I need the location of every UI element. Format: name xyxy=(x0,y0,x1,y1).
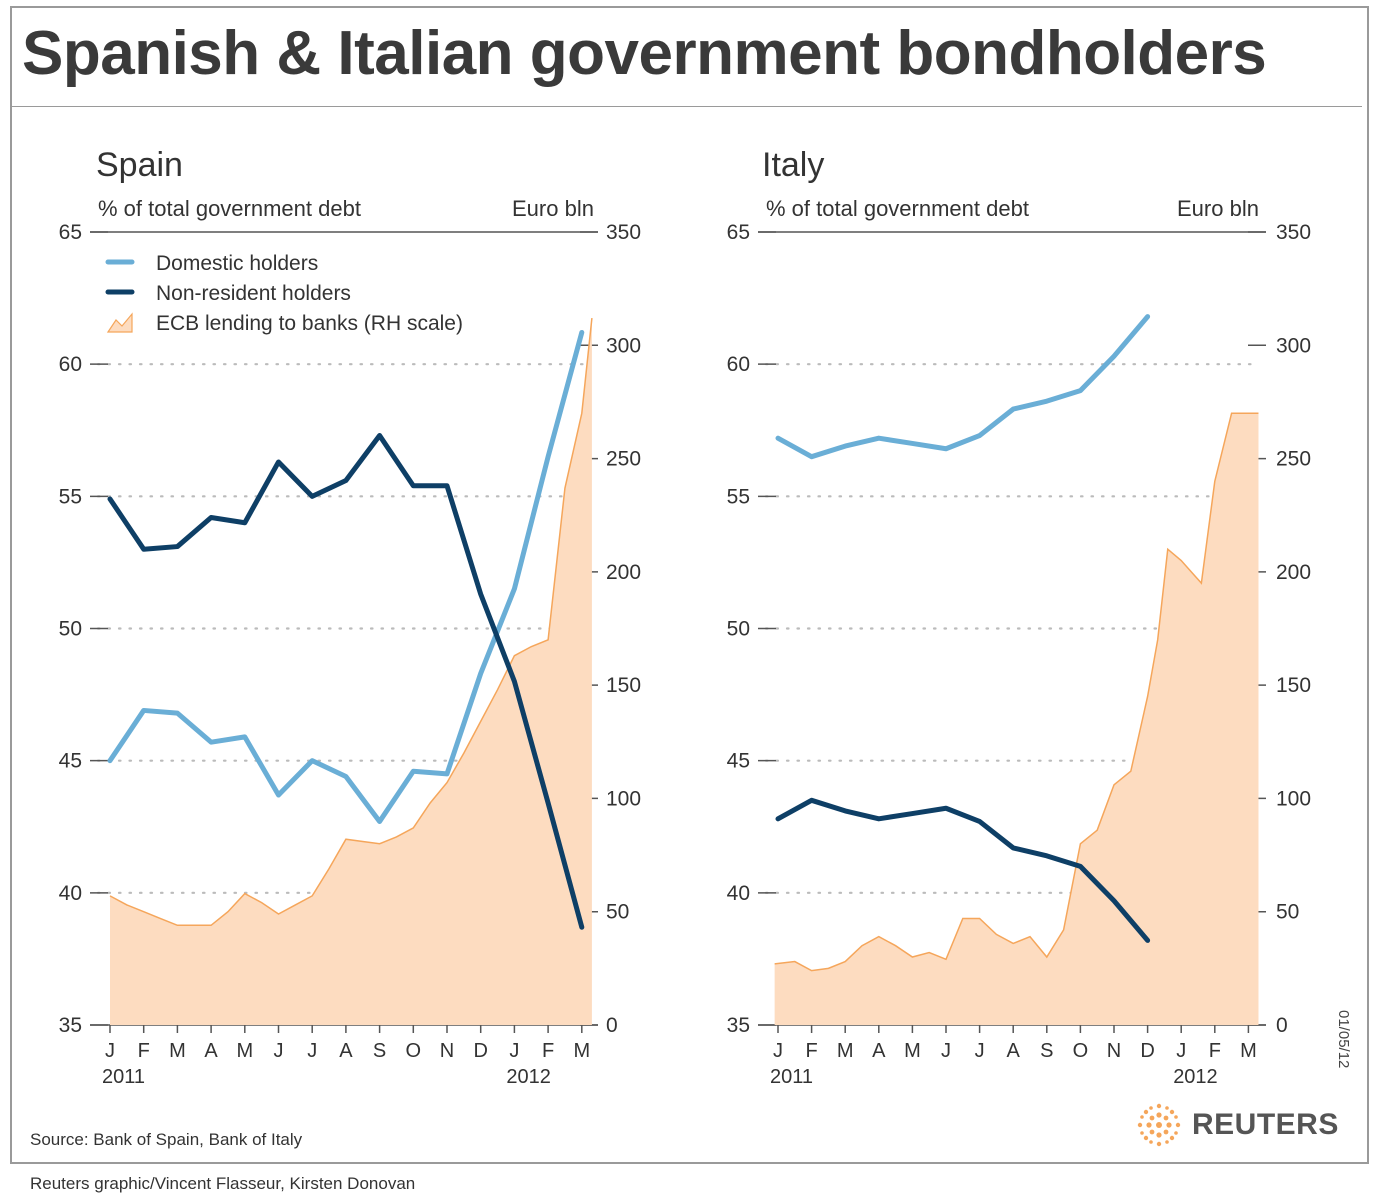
italy-ecb-line xyxy=(774,412,1259,972)
italy-right-tick-label: 100 xyxy=(1276,787,1311,810)
legend-label: Non-resident holders xyxy=(156,282,351,305)
italy-left-axis-label: % of total government debt xyxy=(766,196,1029,221)
italy-month-label: J xyxy=(1176,1040,1186,1062)
spain-right-tick-label: 200 xyxy=(606,561,641,584)
italy-series-domestic xyxy=(775,314,1151,460)
spain-year-label: 2011 xyxy=(102,1066,145,1088)
italy-month-label: J xyxy=(773,1040,783,1062)
spain-right-tick-label: 0 xyxy=(606,1014,618,1037)
italy-month-label: A xyxy=(872,1040,886,1062)
italy-left-tick-label: 65 xyxy=(727,221,750,244)
spain-left-tick-label: 45 xyxy=(59,750,82,773)
spain-month-label: O xyxy=(406,1040,422,1062)
legend-ecb-swatch xyxy=(106,312,133,333)
italy-left-tick-label: 55 xyxy=(727,485,750,508)
spain-left-tick-label: 50 xyxy=(59,618,82,641)
italy-right-tick-label: 350 xyxy=(1276,221,1311,244)
italy-right-tick-label: 250 xyxy=(1276,448,1311,471)
brand-name: REUTERS xyxy=(1192,1108,1339,1141)
spain-ecb-line xyxy=(109,318,593,927)
spain-month-label: M xyxy=(236,1040,253,1062)
main-title: Spanish & Italian government bondholders xyxy=(22,19,1267,88)
spain-series-domestic xyxy=(107,329,585,824)
panel-title-spain: Spain xyxy=(96,146,183,184)
spain-month-label: A xyxy=(339,1040,353,1062)
italy-right-axis-label: Euro bln xyxy=(1177,196,1259,221)
reuters-dots-icon xyxy=(1137,1103,1181,1147)
spain-month-label: F xyxy=(138,1040,150,1062)
spain-ecb-area xyxy=(110,318,592,1025)
spain-left-tick-label: 40 xyxy=(59,882,82,905)
italy-month-label: M xyxy=(904,1040,921,1062)
italy-right-tick-label: 50 xyxy=(1276,901,1299,924)
italy-year-label: 2011 xyxy=(770,1066,813,1088)
spain-right-tick-label: 250 xyxy=(606,448,641,471)
spain-right-tick-label: 100 xyxy=(606,787,641,810)
italy-month-label: F xyxy=(805,1040,817,1062)
spain-left-tick-label: 35 xyxy=(59,1014,82,1037)
italy-left-tick-label: 35 xyxy=(727,1014,750,1037)
italy-left-tick-label: 50 xyxy=(727,618,750,641)
spain-month-label: F xyxy=(542,1040,554,1062)
italy-month-label: J xyxy=(941,1040,951,1062)
italy-month-label: S xyxy=(1040,1040,1053,1062)
italy-ecb-area xyxy=(774,413,1259,1025)
spain-left-tick-label: 55 xyxy=(59,485,82,508)
spain-year-label: 2012 xyxy=(506,1066,551,1088)
legend-label: ECB lending to banks (RH scale) xyxy=(156,312,463,335)
spain-right-tick-label: 150 xyxy=(606,674,641,697)
italy-series-nonresident xyxy=(775,797,1151,943)
spain-month-label: J xyxy=(105,1040,115,1062)
source-note: Source: Bank of Spain, Bank of Italy xyxy=(30,1130,303,1149)
italy-month-label: F xyxy=(1209,1040,1221,1062)
italy-right-tick-label: 0 xyxy=(1276,1014,1288,1037)
spain-right-tick-label: 50 xyxy=(606,901,629,924)
spain-month-label: A xyxy=(204,1040,218,1062)
spain-left-axis-label: % of total government debt xyxy=(98,196,361,221)
spain-month-label: J xyxy=(274,1040,284,1062)
spain-month-label: N xyxy=(440,1040,454,1062)
date-stamp: 01/05/12 xyxy=(1335,1010,1352,1069)
italy-month-label: O xyxy=(1073,1040,1089,1062)
legend-label: Domestic holders xyxy=(156,252,318,275)
italy-month-label: D xyxy=(1140,1040,1154,1062)
credit-line: Reuters graphic/Vincent Flasseur, Kirste… xyxy=(30,1174,416,1193)
italy-left-tick-label: 60 xyxy=(727,353,750,376)
italy-right-tick-label: 150 xyxy=(1276,674,1311,697)
spain-series-nonresident xyxy=(107,433,585,930)
italy-left-tick-label: 45 xyxy=(727,750,750,773)
italy-month-label: A xyxy=(1007,1040,1021,1062)
italy-month-label: N xyxy=(1107,1040,1121,1062)
italy-year-label: 2012 xyxy=(1173,1066,1218,1088)
spain-month-label: M xyxy=(169,1040,186,1062)
italy-month-label: M xyxy=(837,1040,854,1062)
spain-right-tick-label: 300 xyxy=(606,334,641,357)
italy-right-tick-label: 300 xyxy=(1276,334,1311,357)
reuters-logo: REUTERS xyxy=(1136,1102,1339,1148)
italy-right-tick-label: 200 xyxy=(1276,561,1311,584)
title-divider xyxy=(12,106,1362,107)
italy-left-tick-label: 40 xyxy=(727,882,750,905)
italy-month-label: M xyxy=(1240,1040,1257,1062)
spain-left-tick-label: 65 xyxy=(59,221,82,244)
spain-month-label: J xyxy=(307,1040,317,1062)
spain-month-label: J xyxy=(509,1040,519,1062)
spain-right-tick-label: 350 xyxy=(606,221,641,244)
spain-month-label: M xyxy=(573,1040,590,1062)
spain-left-tick-label: 60 xyxy=(59,353,82,376)
spain-month-label: D xyxy=(473,1040,487,1062)
italy-month-label: J xyxy=(975,1040,985,1062)
spain-right-axis-label: Euro bln xyxy=(512,196,594,221)
spain-month-label: S xyxy=(373,1040,386,1062)
panel-title-italy: Italy xyxy=(762,146,825,184)
